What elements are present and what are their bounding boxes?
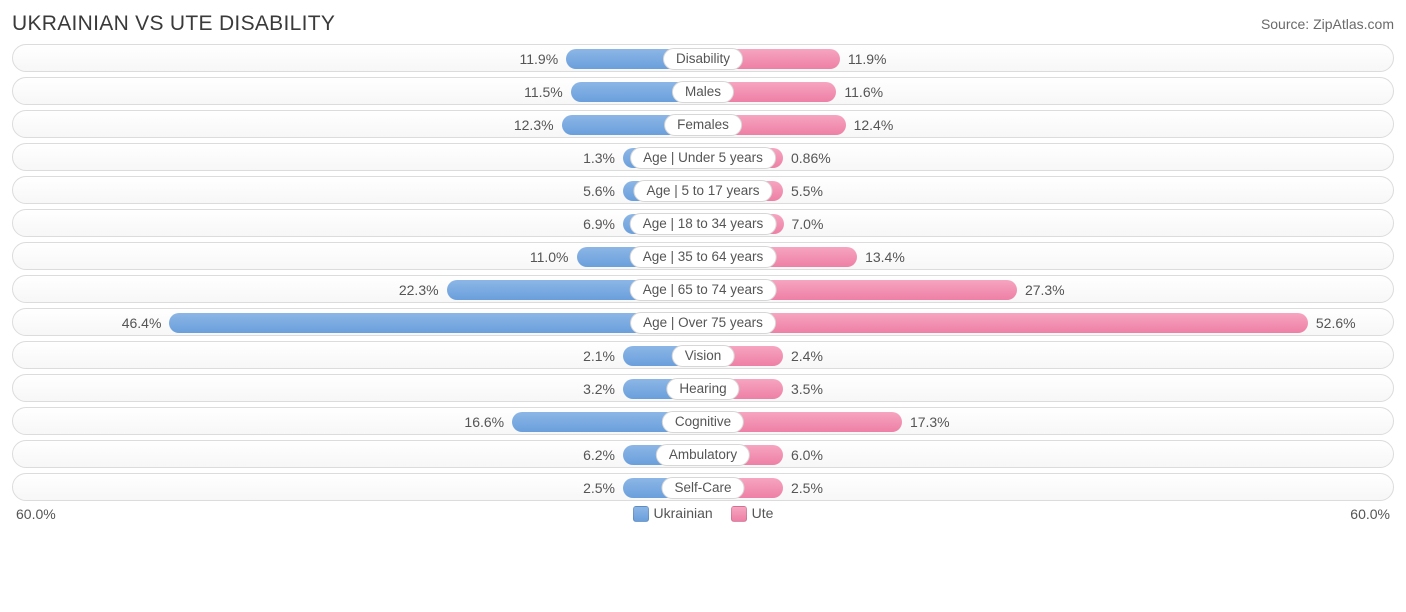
bar-row: 22.3% 27.3% Age | 65 to 74 years	[12, 275, 1394, 303]
chart-header: UKRAINIAN VS UTE DISABILITY Source: ZipA…	[12, 8, 1394, 44]
row-label: Age | Under 5 years	[630, 147, 776, 169]
row-label: Age | 35 to 64 years	[630, 246, 777, 268]
row-label: Males	[672, 81, 734, 103]
value-right: 3.5%	[791, 375, 823, 403]
bar-row: 2.5% 2.5% Self-Care	[12, 473, 1394, 501]
value-left: 6.9%	[583, 210, 615, 238]
value-left: 12.3%	[514, 111, 554, 139]
bar-row: 6.9% 7.0% Age | 18 to 34 years	[12, 209, 1394, 237]
axis-left-max: 60.0%	[16, 506, 56, 522]
axis-right-max: 60.0%	[1350, 506, 1390, 522]
bar-row: 1.3% 0.86% Age | Under 5 years	[12, 143, 1394, 171]
value-right: 11.9%	[848, 45, 887, 73]
value-right: 2.5%	[791, 474, 823, 502]
bar-row: 3.2% 3.5% Hearing	[12, 374, 1394, 402]
value-left: 3.2%	[583, 375, 615, 403]
value-left: 2.1%	[583, 342, 615, 370]
row-label: Disability	[663, 48, 743, 70]
row-label: Females	[664, 114, 742, 136]
chart-title: UKRAINIAN VS UTE DISABILITY	[12, 12, 335, 36]
legend: Ukrainian Ute	[633, 505, 774, 522]
row-label: Self-Care	[661, 477, 744, 499]
bar-row: 12.3% 12.4% Females	[12, 110, 1394, 138]
value-left: 5.6%	[583, 177, 615, 205]
bar-row: 11.9% 11.9% Disability	[12, 44, 1394, 72]
chart-source: Source: ZipAtlas.com	[1261, 16, 1394, 32]
bar-row: 5.6% 5.5% Age | 5 to 17 years	[12, 176, 1394, 204]
value-left: 22.3%	[399, 276, 439, 304]
swatch-pink-icon	[731, 506, 747, 522]
diverging-bar-chart: 11.9% 11.9% Disability 11.5% 11.6% Males 12.3%…	[12, 44, 1394, 501]
value-right: 52.6%	[1316, 309, 1356, 337]
bar-row: 11.0% 13.4% Age | 35 to 64 years	[12, 242, 1394, 270]
row-label: Age | 18 to 34 years	[630, 213, 777, 235]
value-left: 6.2%	[583, 441, 615, 469]
swatch-blue-icon	[633, 506, 649, 522]
value-right: 27.3%	[1025, 276, 1065, 304]
value-left: 11.0%	[530, 243, 569, 271]
value-right: 6.0%	[791, 441, 823, 469]
row-label: Age | Over 75 years	[630, 312, 776, 334]
bar-row: 2.1% 2.4% Vision	[12, 341, 1394, 369]
value-right: 0.86%	[791, 144, 831, 172]
bar-row: 16.6% 17.3% Cognitive	[12, 407, 1394, 435]
value-right: 5.5%	[791, 177, 823, 205]
row-label: Cognitive	[662, 411, 744, 433]
row-label: Age | 65 to 74 years	[630, 279, 777, 301]
value-right: 13.4%	[865, 243, 905, 271]
value-left: 1.3%	[583, 144, 615, 172]
value-right: 11.6%	[844, 78, 883, 106]
bar-left	[169, 313, 703, 333]
value-right: 7.0%	[792, 210, 824, 238]
value-left: 11.5%	[524, 78, 563, 106]
bar-row: 11.5% 11.6% Males	[12, 77, 1394, 105]
bar-row: 46.4% 52.6% Age | Over 75 years	[12, 308, 1394, 336]
value-right: 17.3%	[910, 408, 950, 436]
chart-footer: 60.0% Ukrainian Ute 60.0%	[12, 501, 1394, 522]
bar-row: 6.2% 6.0% Ambulatory	[12, 440, 1394, 468]
legend-item-right: Ute	[731, 505, 774, 522]
legend-left-label: Ukrainian	[654, 505, 713, 521]
row-label: Ambulatory	[656, 444, 750, 466]
bar-right	[703, 313, 1308, 333]
value-left: 46.4%	[122, 309, 162, 337]
value-left: 11.9%	[519, 45, 558, 73]
row-label: Vision	[672, 345, 735, 367]
legend-right-label: Ute	[752, 505, 774, 521]
row-label: Hearing	[666, 378, 739, 400]
value-left: 2.5%	[583, 474, 615, 502]
value-right: 2.4%	[791, 342, 823, 370]
value-right: 12.4%	[854, 111, 894, 139]
legend-item-left: Ukrainian	[633, 505, 713, 522]
value-left: 16.6%	[464, 408, 504, 436]
row-label: Age | 5 to 17 years	[633, 180, 772, 202]
